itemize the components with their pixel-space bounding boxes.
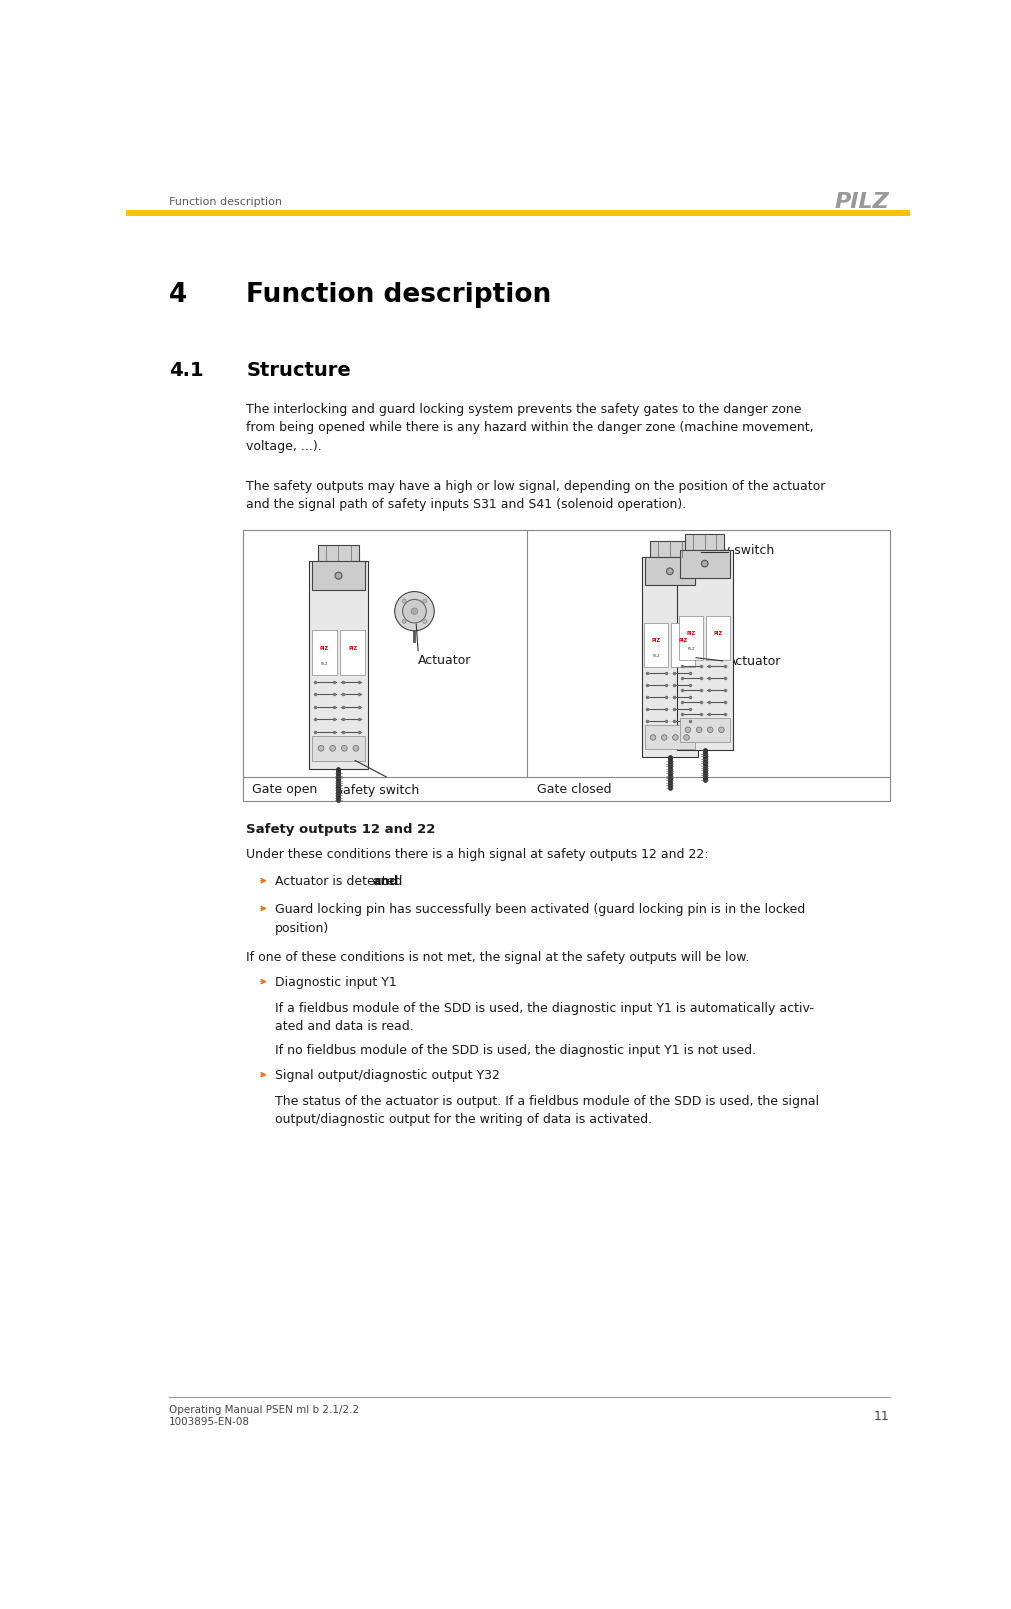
Circle shape: [353, 745, 359, 751]
Text: PILZ: PILZ: [835, 191, 890, 211]
Text: The status of the actuator is output. If a fieldbus module of the SDD is used, t: The status of the actuator is output. If…: [275, 1094, 819, 1126]
Bar: [312, 735, 365, 761]
Text: Structure: Structure: [247, 360, 351, 380]
Circle shape: [423, 599, 427, 603]
Bar: [644, 623, 668, 668]
Text: If a fieldbus module of the SDD is used, the diagnostic input Y1 is automaticall: If a fieldbus module of the SDD is used,…: [275, 1001, 814, 1033]
Bar: [243, 531, 890, 801]
Circle shape: [683, 735, 690, 740]
Circle shape: [702, 560, 708, 566]
Circle shape: [708, 727, 713, 732]
Bar: [318, 544, 359, 562]
Text: PIZ: PIZ: [686, 631, 696, 636]
Text: Safety outputs 12 and 22: Safety outputs 12 and 22: [247, 822, 436, 837]
Text: PIZ: PIZ: [319, 645, 329, 650]
Text: Safety switch: Safety switch: [335, 785, 419, 798]
Text: PILZ: PILZ: [320, 661, 328, 666]
Circle shape: [685, 727, 691, 732]
Circle shape: [402, 600, 427, 623]
Bar: [309, 562, 368, 769]
Circle shape: [661, 735, 667, 740]
Bar: [676, 550, 733, 750]
Bar: [645, 726, 695, 750]
Text: Gate closed: Gate closed: [537, 782, 612, 795]
Text: PILZ: PILZ: [687, 647, 695, 650]
Text: Diagnostic input Y1: Diagnostic input Y1: [275, 977, 397, 990]
Circle shape: [423, 619, 427, 623]
Circle shape: [394, 592, 434, 631]
Bar: [341, 629, 365, 676]
Text: If one of these conditions is not met, the signal at the safety outputs will be : If one of these conditions is not met, t…: [247, 951, 750, 964]
Text: Guard locking pin has successfully been activated (guard locking pin is in the l: Guard locking pin has successfully been …: [275, 903, 806, 935]
Circle shape: [402, 599, 406, 603]
Circle shape: [411, 608, 418, 615]
Text: 1003895-EN-08: 1003895-EN-08: [169, 1416, 250, 1427]
Text: Safety switch: Safety switch: [690, 544, 774, 557]
Circle shape: [342, 745, 347, 751]
Bar: [679, 616, 703, 660]
Circle shape: [402, 619, 406, 623]
Text: Actuator: Actuator: [728, 655, 782, 668]
Circle shape: [335, 573, 342, 579]
Circle shape: [719, 727, 724, 732]
Bar: [679, 550, 730, 578]
Bar: [671, 623, 696, 668]
Bar: [311, 629, 337, 676]
Bar: [645, 557, 695, 586]
Bar: [650, 541, 690, 557]
Text: 4.1: 4.1: [169, 360, 203, 380]
Circle shape: [318, 745, 324, 751]
Text: Actuator: Actuator: [419, 653, 472, 666]
Circle shape: [697, 727, 702, 732]
Text: Under these conditions there is a high signal at safety outputs 12 and 22:: Under these conditions there is a high s…: [247, 848, 709, 861]
Text: and: and: [372, 875, 398, 888]
Text: The interlocking and guard locking system prevents the safety gates to the dange: The interlocking and guard locking syste…: [247, 402, 814, 452]
Bar: [312, 562, 365, 591]
Bar: [679, 718, 730, 742]
Bar: [642, 557, 698, 758]
Text: PILZ: PILZ: [652, 655, 660, 658]
Bar: [126, 211, 910, 216]
Text: PIZ: PIZ: [714, 631, 723, 636]
Circle shape: [672, 735, 678, 740]
Text: 4: 4: [169, 282, 187, 307]
Text: PIZ: PIZ: [679, 639, 688, 644]
Text: Actuator is detected: Actuator is detected: [275, 875, 406, 888]
Text: The safety outputs may have a high or low signal, depending on the position of t: The safety outputs may have a high or lo…: [247, 479, 826, 512]
Text: Signal output/diagnostic output Y32: Signal output/diagnostic output Y32: [275, 1070, 500, 1083]
Text: PIZ: PIZ: [651, 639, 661, 644]
Text: Operating Manual PSEN ml b 2.1/2.2: Operating Manual PSEN ml b 2.1/2.2: [169, 1405, 359, 1414]
Circle shape: [650, 735, 656, 740]
Bar: [685, 534, 724, 550]
Text: If no fieldbus module of the SDD is used, the diagnostic input Y1 is not used.: If no fieldbus module of the SDD is used…: [275, 1044, 756, 1057]
Bar: [707, 616, 730, 660]
Text: PIZ: PIZ: [348, 645, 357, 650]
Text: Function description: Function description: [247, 282, 552, 307]
Circle shape: [666, 568, 673, 574]
Text: Gate open: Gate open: [252, 782, 317, 795]
Text: 11: 11: [874, 1411, 890, 1424]
Circle shape: [330, 745, 336, 751]
Text: Function description: Function description: [169, 196, 282, 206]
